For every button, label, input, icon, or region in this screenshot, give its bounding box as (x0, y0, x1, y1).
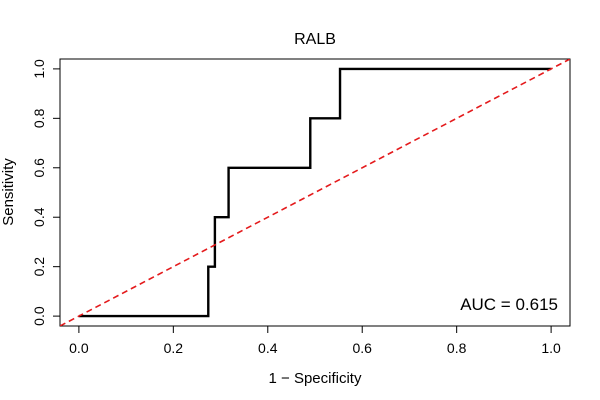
y-tick-label: 0.8 (31, 108, 47, 128)
y-tick-label: 0.2 (31, 257, 47, 277)
x-axis-label: 1 − Specificity (269, 370, 362, 387)
x-tick-label: 0.0 (69, 340, 89, 356)
plot-frame (59, 58, 571, 327)
x-tick-label: 0.6 (352, 340, 372, 356)
y-axis-label: Sensitivity (0, 158, 17, 226)
y-tick-label: 0.6 (31, 158, 47, 178)
x-tick-label: 0.4 (258, 340, 278, 356)
roc-curve-line (78, 67, 552, 318)
y-tick-label: 1.0 (31, 59, 47, 79)
y-tick-label: 0.0 (31, 306, 47, 326)
x-tick-label: 1.0 (541, 340, 561, 356)
x-tick-label: 0.2 (164, 340, 184, 356)
chart-title: RALB (294, 31, 336, 48)
y-tick-label: 0.4 (31, 207, 47, 227)
auc-annotation: AUC = 0.615 (460, 295, 558, 314)
x-tick-label: 0.8 (447, 340, 467, 356)
reference-diagonal-line (60, 59, 570, 326)
